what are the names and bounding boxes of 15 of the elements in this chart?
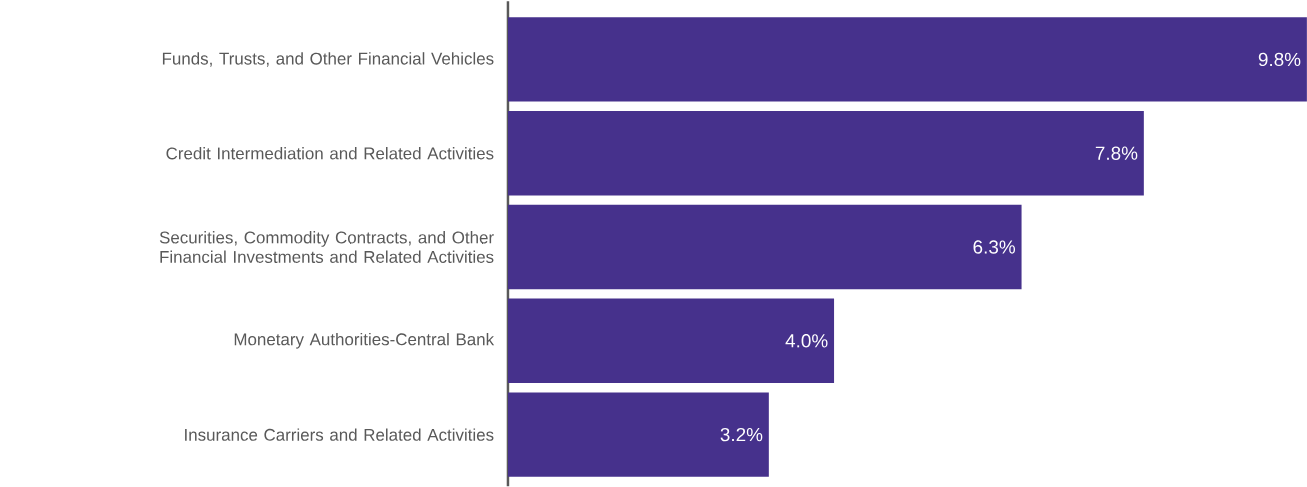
y-tick-label: Securities, Commodity Contracts, and Other Financial Investments and Related Activities bbox=[159, 230, 494, 263]
bar bbox=[507, 110, 1144, 196]
data-label: 4.0% bbox=[785, 333, 828, 348]
bar bbox=[507, 204, 1022, 289]
y-tick-label: Funds, Trusts, and Other Financial Vehicles bbox=[162, 51, 494, 67]
data-label: 7.8% bbox=[1095, 146, 1138, 160]
y-tick-label: Credit Intermediation and Related Activities bbox=[166, 146, 494, 160]
bar bbox=[507, 392, 769, 477]
bar bbox=[507, 16, 1307, 102]
y-tick-label: Insurance Carriers and Related Activities bbox=[185, 428, 494, 441]
data-label: 3.2% bbox=[720, 427, 763, 442]
data-label: 6.3% bbox=[973, 240, 1016, 254]
data-label: 9.8% bbox=[1258, 52, 1301, 66]
bar bbox=[507, 298, 835, 383]
y-tick-label: Monetary Authorities-Central Bank bbox=[234, 332, 495, 349]
